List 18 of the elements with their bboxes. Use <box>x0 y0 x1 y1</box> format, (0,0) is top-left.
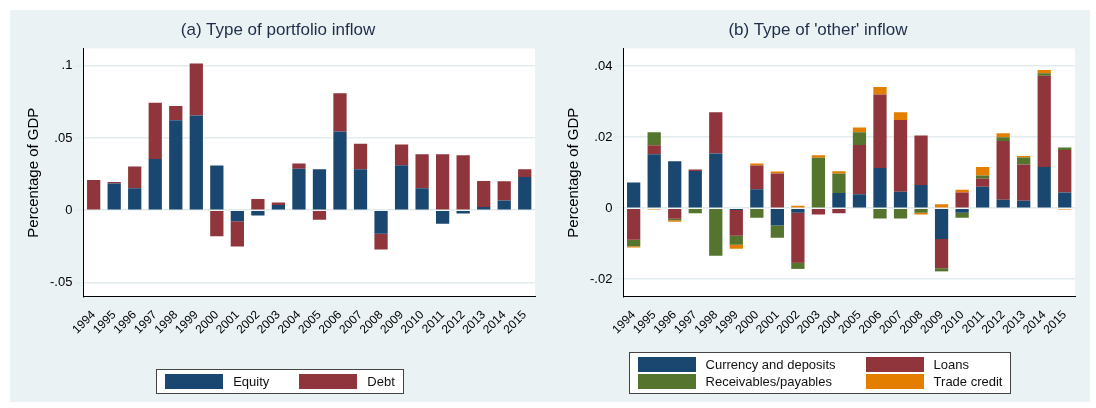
legend-label: Debt <box>367 374 395 389</box>
y-axis-title: Percentage of GDP <box>24 107 42 238</box>
legend-label: Loans <box>933 357 970 372</box>
chart-title: (a) Type of portfolio inflow <box>180 19 376 39</box>
legend-label: Trade credit <box>933 374 1003 389</box>
y-tick-label: -.05 <box>49 274 73 290</box>
y-tick-label: .02 <box>594 128 613 144</box>
y-tick-label: 0 <box>605 199 613 215</box>
legend-label: Equity <box>233 374 270 389</box>
y-tick-label: .05 <box>54 129 73 145</box>
y-tick-label: 0 <box>65 201 73 217</box>
y-tick-label: .04 <box>594 57 613 73</box>
legend-label: Receivables/payables <box>705 374 832 389</box>
chart-title: (b) Type of 'other' inflow <box>728 19 909 39</box>
y-axis-title: Percentage of GDP <box>564 107 582 238</box>
y-tick-label: -.02 <box>589 270 613 286</box>
legend-label: Currency and deposits <box>705 357 836 372</box>
y-tick-label: .1 <box>61 57 73 73</box>
